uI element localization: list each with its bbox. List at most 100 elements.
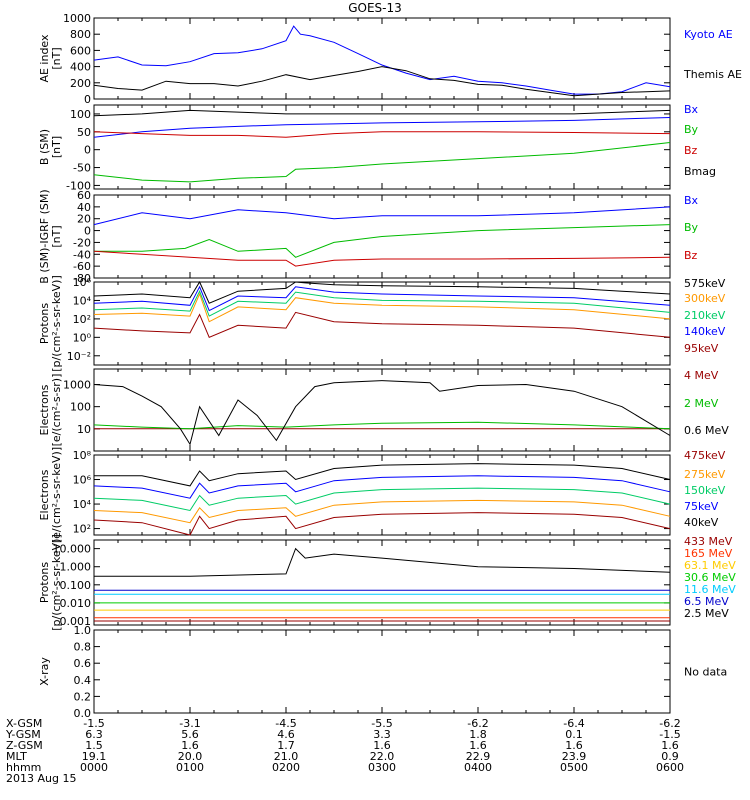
- footer-value: 6.3: [85, 728, 103, 741]
- y-tick-label: 200: [70, 77, 91, 90]
- footer-date: 2013 Aug 15: [6, 772, 76, 785]
- series-line-Bx: [93, 206, 671, 226]
- y-tick-label: 0: [84, 225, 91, 238]
- y-tick-label: 1.0: [74, 624, 92, 637]
- y-tick-label: 0.0: [74, 707, 92, 720]
- legend-label: 0.6 MeV: [684, 424, 729, 437]
- footer-value: 1.6: [181, 739, 199, 752]
- y-axis-label: Electrons: [38, 384, 51, 435]
- y-tick-label: -40: [73, 248, 91, 261]
- legend-label: 4 MeV: [684, 369, 719, 382]
- footer-value: 0600: [656, 761, 684, 774]
- series-line-Bx: [93, 117, 671, 138]
- series-line-40keV: [94, 463, 671, 487]
- legend-label: 575keV: [684, 277, 726, 290]
- ephemeris-footer: X-GSM -1.5 -3.1 -4.5 -5.5 -6.2 -6.4 -6.2 Y-GSM 6.…: [5, 717, 684, 785]
- legend-label: 300keV: [684, 292, 726, 305]
- legend-label: 165 MeV: [684, 547, 733, 560]
- y-tick-label: 50: [77, 126, 91, 139]
- y-axis-label: [p/(cm²-s-sr-keV)]: [50, 534, 63, 631]
- legend-label: Bx: [684, 194, 699, 207]
- series-line-By: [94, 224, 671, 258]
- y-tick-label: 100: [70, 108, 91, 121]
- footer-value: 1.7: [277, 739, 295, 752]
- panel-frame: [93, 539, 671, 626]
- legend-label: 275keV: [684, 468, 726, 481]
- y-tick-label: 0.8: [74, 641, 92, 654]
- y-axis-label: Protons: [38, 562, 51, 603]
- panel-frame: [93, 104, 671, 190]
- legend-label: 140keV: [684, 325, 726, 338]
- footer-value: -4.5: [275, 717, 296, 730]
- y-axis-label: AE index: [38, 34, 51, 83]
- footer-value: -5.5: [371, 717, 392, 730]
- footer-value: 5.6: [181, 728, 199, 741]
- series-line-2 MeV: [93, 421, 671, 430]
- legend-label: 95keV: [684, 342, 719, 355]
- legend-label: 75keV: [684, 500, 719, 513]
- footer-row-label: Y-GSM: [5, 728, 41, 741]
- series-line-Kyoto AE: [93, 25, 671, 95]
- y-tick-label: 10²: [73, 523, 91, 536]
- panel-5: 10² 10⁴ 10⁶ 10⁸ Electrons [e/(cm²-s-sr-keV)] 4…: [38, 447, 726, 543]
- footer-value: 0000: [80, 761, 108, 774]
- y-tick-label: 40: [77, 201, 91, 214]
- footer-value: 23.9: [562, 750, 587, 763]
- footer-row-label: Z-GSM: [6, 739, 43, 752]
- legend-label: Kyoto AE: [684, 28, 733, 41]
- y-axis-label: [p/(cm²-s-sr-keV)]: [50, 275, 63, 372]
- legend-label: 433 MeV: [684, 535, 733, 548]
- y-axis-label: Electrons: [38, 469, 51, 520]
- legend-label: 2 MeV: [684, 397, 719, 410]
- y-axis-label: [e/(cm²-s-sr)]: [50, 374, 63, 447]
- y-tick-label: -20: [73, 236, 91, 249]
- y-tick-label: 800: [70, 28, 91, 41]
- y-tick-label: 0: [84, 144, 91, 157]
- series-line-150keV: [93, 487, 671, 512]
- footer-value: -6.2: [467, 717, 488, 730]
- panel-frame: [93, 629, 671, 714]
- footer-value: 0.9: [661, 750, 679, 763]
- y-axis-label: [nT]: [50, 47, 63, 69]
- footer-value: -6.4: [563, 717, 584, 730]
- footer-value: 20.0: [178, 750, 203, 763]
- series-line-Themis AE: [93, 66, 671, 97]
- footer-value: -6.2: [659, 717, 680, 730]
- y-tick-label: 400: [70, 61, 91, 74]
- footer-value: 0500: [560, 761, 588, 774]
- y-axis-label: B (SM)-IGRF (SM): [38, 189, 51, 283]
- legend-label: Bz: [684, 144, 698, 157]
- series-line-275keV: [93, 499, 671, 524]
- legend-label: By: [684, 221, 699, 234]
- series-line-140keV: [93, 285, 671, 312]
- panel-3: 10⁻² 10⁰ 10² 10⁴ 10⁶ Protons [p/(cm²-s-sr-keV)…: [38, 275, 726, 372]
- y-axis-label: [e/(cm²-s-sr-keV)]: [50, 447, 63, 543]
- y-tick-label: 10⁴: [73, 498, 92, 511]
- panel-7: 0.0 0.2 0.4 0.6 0.8 1.0 X-ray No data: [38, 624, 727, 720]
- legend-label: Bmag: [684, 165, 716, 178]
- footer-value: 0.1: [565, 728, 583, 741]
- footer-value: 0300: [368, 761, 396, 774]
- footer-value: 1.6: [661, 739, 679, 752]
- y-tick-label: 10⁴: [73, 294, 92, 307]
- y-tick-label: 1.000: [60, 561, 92, 574]
- legend-label: 63.1 MeV: [684, 559, 736, 572]
- y-axis-label: Protons: [38, 303, 51, 344]
- y-tick-label: 60: [77, 189, 91, 202]
- y-tick-label: -100: [66, 179, 91, 192]
- series-line-210keV: [93, 289, 671, 317]
- y-tick-label: 100: [70, 401, 91, 414]
- legend-label: Themis AE: [683, 68, 742, 81]
- series-line-By: [93, 142, 671, 183]
- y-tick-label: 0.001: [60, 615, 92, 628]
- y-tick-label: 10⁶: [73, 474, 92, 487]
- legend-label: 150keV: [684, 484, 726, 497]
- y-tick-label: 0.100: [60, 579, 92, 592]
- panel-frame: [93, 368, 671, 452]
- panel-1: -100 -50 0 50 100 B (SM) [nT] Bx By Bz Bmag: [38, 103, 716, 192]
- y-tick-label: 10.000: [53, 543, 92, 556]
- series-line-2.5 MeV: [94, 547, 671, 577]
- y-tick-label: 0.010: [60, 597, 92, 610]
